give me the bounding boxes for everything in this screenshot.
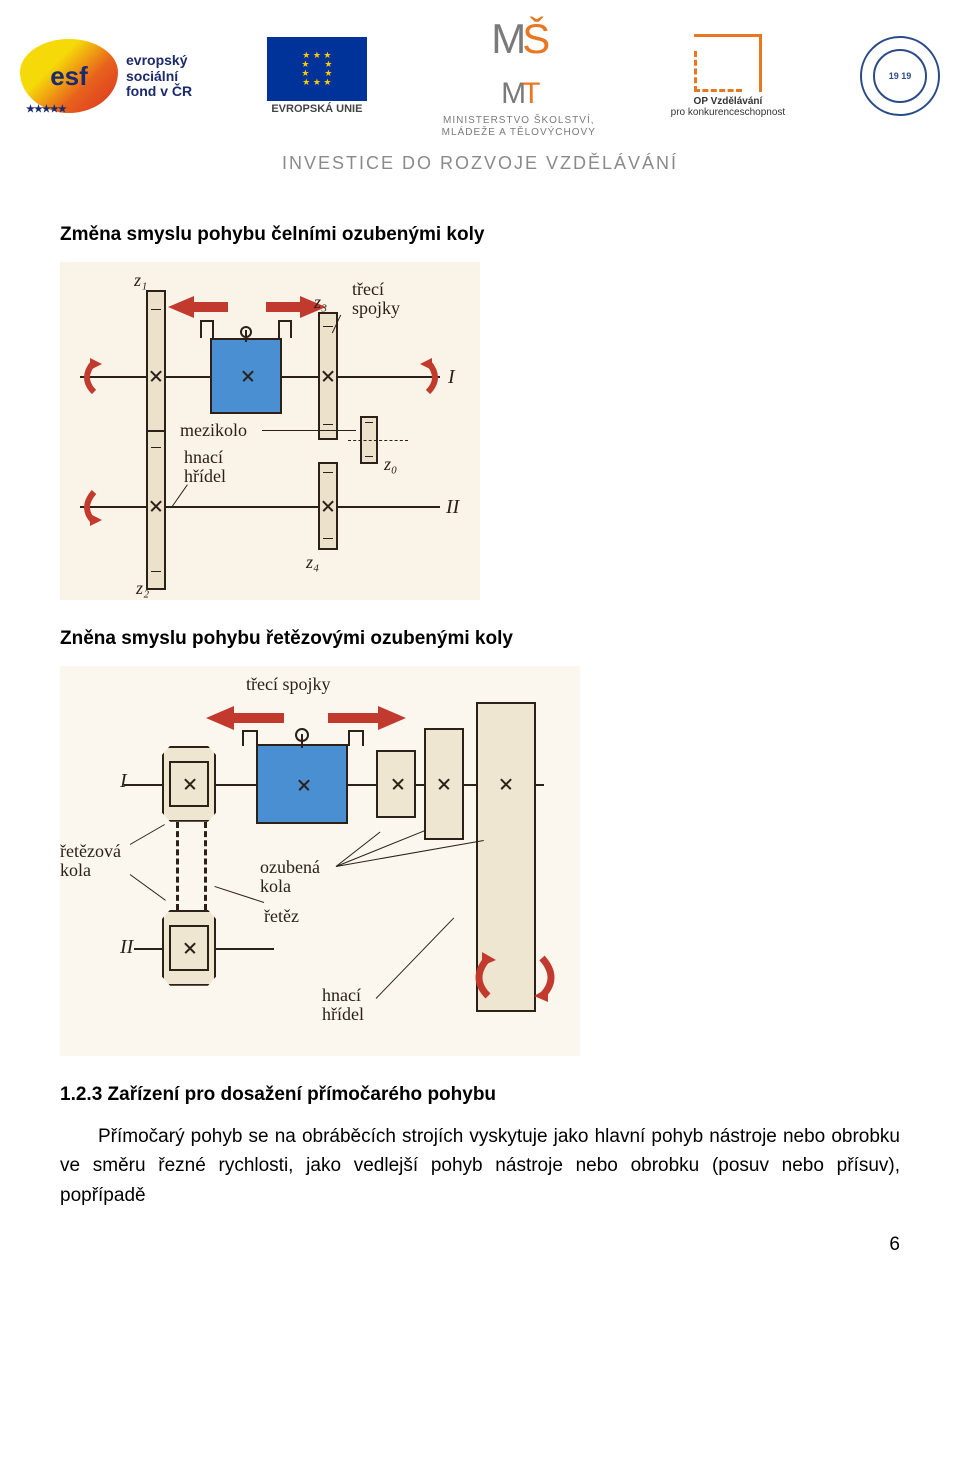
d2-label-retez: řetěz (264, 906, 299, 927)
d2-slide-arrow-icon (206, 704, 406, 732)
cross-z3-i (322, 370, 334, 382)
eu-logo-block: ★ ★ ★★ ★★ ★★ ★ ★ EVROPSKÁ UNIE (267, 37, 367, 115)
clutch-hanger-right (278, 320, 292, 338)
d2-label-ozubena: ozubená kola (260, 858, 320, 896)
diagram-gears-front: z₁ z₂ z₃ z₄ z₀ I II třecí spojky mezikol… (60, 262, 480, 600)
d2-hanger-l (242, 730, 258, 746)
leader-mezikolo (262, 430, 356, 431)
d2-cross-gb (438, 778, 450, 790)
label-z1: z₁ (134, 270, 147, 291)
clutch-hanger-left (200, 320, 214, 338)
opvk-logo-block: OP Vzdělávání pro konkurenceschopnost (671, 34, 786, 118)
d2-label-I: I (120, 770, 127, 793)
label-z3: z₃ (314, 292, 327, 313)
d2-cross-big (500, 778, 512, 790)
cross-z4-ii (322, 500, 334, 512)
d2-clutch (256, 744, 348, 824)
shaft-ii-line (80, 506, 440, 508)
figure-2: třecí spojky I II řetězová kola ozubená … (60, 666, 900, 1056)
msmt-logo-icon: MŠMT (442, 14, 596, 115)
label-z2: z₂ (136, 578, 149, 599)
msmt-accent-icon: Š (522, 15, 546, 62)
section-b-title: Zněna smyslu pohybu řetězovými ozubenými… (60, 628, 900, 650)
d2-chain-right (204, 822, 207, 910)
rotation-i-left-icon (76, 358, 106, 396)
opvk-line2: pro konkurenceschopnost (671, 107, 786, 118)
label-hnaci-hridel: hnací hřídel (184, 448, 226, 486)
esf-letters: esf (50, 61, 88, 92)
d2-leader-ret-dn (130, 874, 166, 901)
opvk-box-icon (694, 34, 762, 92)
d2-cross-sprk-ii (184, 942, 196, 954)
heading-1-2-3: 1.2.3 Zařízení pro dosažení přímočarého … (60, 1084, 900, 1106)
clutch-box (210, 338, 282, 414)
cross-z1-i (150, 370, 162, 382)
funding-header: esf ★★★★★ evropský sociální fond v ČR ★ … (0, 0, 960, 145)
diagram-chain-gears: třecí spojky I II řetězová kola ozubená … (60, 666, 580, 1056)
label-z4: z₄ (306, 552, 319, 573)
d2-cross-sprk-i (184, 778, 196, 790)
label-shaft-i: I (448, 366, 455, 389)
cross-z2-ii (150, 500, 162, 512)
eu-stars-icon: ★ ★ ★★ ★★ ★★ ★ ★ (301, 51, 332, 87)
esf-text: evropský sociální fond v ČR (126, 53, 192, 99)
d2-rot-right-icon (530, 952, 564, 1002)
rotation-ii-left-icon (76, 488, 106, 526)
header-slogan: INVESTICE DO ROZVOJE VZDĚLÁVÁNÍ (0, 145, 960, 206)
rotation-i-right-icon (416, 358, 446, 396)
d2-leader-hnaci (376, 917, 455, 998)
esf-logo-icon: esf ★★★★★ (20, 39, 118, 113)
esf-logo-block: esf ★★★★★ evropský sociální fond v ČR (20, 39, 192, 113)
label-z0: z₀ (384, 454, 397, 475)
label-mezikolo: mezikolo (180, 420, 247, 441)
leader-hnaci (172, 484, 188, 506)
msmt-logo-block: MŠMT MINISTERSTVO ŠKOLSTVÍ, MLÁDEŽE A TĚ… (442, 14, 596, 139)
label-treci-spojky: třecí spojky (352, 280, 400, 318)
page-number: 6 (60, 1234, 900, 1256)
d2-chain-left (176, 822, 179, 910)
d2-leader-oz-c (336, 840, 484, 867)
section-a-title: Změna smyslu pohybu čelními ozubenými ko… (60, 224, 900, 246)
esf-text-1: evropský (126, 53, 192, 68)
esf-text-3: fond v ČR (126, 84, 192, 99)
clutch-double-arrow-icon (168, 294, 326, 320)
esf-stars-icon: ★★★★★ (26, 104, 66, 115)
figure-1: z₁ z₂ z₃ z₄ z₀ I II třecí spojky mezikol… (60, 262, 900, 600)
label-shaft-ii: II (446, 496, 459, 519)
d2-label-retezova: řetězová kola (60, 842, 121, 880)
d2-leader-oz-b (336, 830, 425, 867)
esf-text-2: sociální (126, 69, 192, 84)
d2-clutch-cross-icon (298, 779, 310, 791)
d2-label-spojky: třecí spojky (246, 674, 330, 695)
msmt-line1: MINISTERSTVO ŠKOLSTVÍ, (442, 115, 596, 127)
msmt-line2: MLÁDEŽE A TĚLOVÝCHOVY (442, 127, 596, 139)
school-seal-icon: 19 19 (860, 36, 940, 116)
d2-label-hnaci: hnací hřídel (322, 986, 364, 1024)
d2-cross-ga (392, 778, 404, 790)
d2-label-II: II (120, 936, 133, 959)
body-paragraph: Přímočarý pohyb se na obráběcích strojíc… (60, 1122, 900, 1210)
d2-leader-ret-up (130, 824, 165, 845)
idler-axis (348, 440, 408, 441)
eu-label: EVROPSKÁ UNIE (267, 103, 367, 115)
d2-rot-left-icon (466, 952, 500, 1002)
opvk-line1: OP Vzdělávání (671, 96, 786, 107)
clutch-cross-icon (242, 370, 254, 382)
d2-hanger-r (348, 730, 364, 746)
eu-flag-icon: ★ ★ ★★ ★★ ★★ ★ ★ (267, 37, 367, 101)
seal-year: 19 19 (873, 49, 927, 103)
d2-leader-chain (214, 886, 264, 903)
